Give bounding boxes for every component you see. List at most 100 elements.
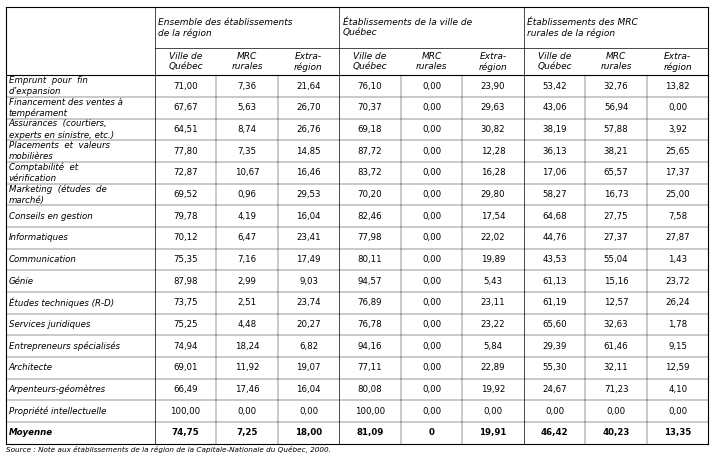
Text: 23,41: 23,41 [296,233,321,242]
Text: Source : Note aux établissements de la région de la Capitale-Nationale du Québec: Source : Note aux établissements de la r… [6,446,330,453]
Text: 18,24: 18,24 [235,342,259,351]
Text: 23,90: 23,90 [481,82,506,91]
Text: 70,12: 70,12 [173,233,198,242]
Text: 29,53: 29,53 [296,190,320,199]
Text: 100,00: 100,00 [355,407,385,416]
Text: 16,28: 16,28 [481,168,506,177]
Text: 5,84: 5,84 [483,342,503,351]
Text: 11,92: 11,92 [235,363,259,372]
Text: 12,57: 12,57 [604,298,629,307]
Text: 83,72: 83,72 [357,168,382,177]
Text: 36,13: 36,13 [543,147,567,156]
Text: 16,04: 16,04 [296,385,321,394]
Text: 77,80: 77,80 [173,147,198,156]
Text: 23,74: 23,74 [296,298,321,307]
Text: 12,59: 12,59 [666,363,690,372]
Text: 38,21: 38,21 [604,147,629,156]
Text: 5,63: 5,63 [237,103,256,112]
Text: 16,73: 16,73 [604,190,629,199]
Text: 5,43: 5,43 [483,276,503,286]
Text: 43,06: 43,06 [543,103,567,112]
Text: mobilières: mobilières [9,152,53,161]
Text: 0,00: 0,00 [545,407,564,416]
Text: 25,65: 25,65 [665,147,690,156]
Text: 17,49: 17,49 [296,255,320,264]
Text: Entrepreneurs spécialisés: Entrepreneurs spécialisés [9,341,120,351]
Text: Études techniques (R-D): Études techniques (R-D) [9,297,114,308]
Text: 74,94: 74,94 [173,342,198,351]
Text: 69,18: 69,18 [357,125,382,134]
Text: 27,87: 27,87 [665,233,690,242]
Text: Ensemble des établissements
de la région: Ensemble des établissements de la région [158,18,293,37]
Text: 71,00: 71,00 [173,82,198,91]
Text: 0,00: 0,00 [422,385,441,394]
Text: 32,11: 32,11 [604,363,629,372]
Text: 44,76: 44,76 [543,233,567,242]
Text: 25,00: 25,00 [665,190,690,199]
Text: 4,10: 4,10 [668,385,687,394]
Text: MRC
rurales: MRC rurales [416,52,447,71]
Text: Ville de
Québec: Ville de Québec [352,52,387,71]
Text: 72,87: 72,87 [173,168,198,177]
Text: 94,57: 94,57 [357,276,382,286]
Text: 9,03: 9,03 [299,276,318,286]
Text: 32,63: 32,63 [604,320,629,329]
Text: 55,30: 55,30 [543,363,567,372]
Text: Conseils en gestion: Conseils en gestion [9,212,93,220]
Text: 0,00: 0,00 [607,407,626,416]
Text: Génie: Génie [9,276,33,286]
Text: 0,00: 0,00 [422,298,441,307]
Text: 0,00: 0,00 [668,407,687,416]
Text: 0: 0 [429,428,434,437]
Text: 20,27: 20,27 [296,320,321,329]
Text: 71,23: 71,23 [604,385,629,394]
Text: Ville de
Québec: Ville de Québec [168,52,203,71]
Text: 12,28: 12,28 [481,147,506,156]
Text: marché): marché) [9,196,45,205]
Text: Assurances  (courtiers,: Assurances (courtiers, [9,119,108,128]
Text: 7,36: 7,36 [237,82,256,91]
Text: 1,43: 1,43 [668,255,687,264]
Text: 2,99: 2,99 [238,276,256,286]
Text: 75,25: 75,25 [173,320,198,329]
Text: 64,51: 64,51 [173,125,198,134]
Text: Comptabilité  et: Comptabilité et [9,163,78,172]
Text: 27,75: 27,75 [604,212,629,220]
Text: 81,09: 81,09 [357,428,384,437]
Text: 0,00: 0,00 [422,363,441,372]
Text: 17,54: 17,54 [481,212,506,220]
Text: 46,42: 46,42 [541,428,568,437]
Text: 6,47: 6,47 [237,233,256,242]
Text: 16,04: 16,04 [296,212,321,220]
Text: experts en sinistre, etc.): experts en sinistre, etc.) [9,130,114,140]
Text: 77,98: 77,98 [357,233,382,242]
Text: 7,16: 7,16 [237,255,256,264]
Text: 64,68: 64,68 [543,212,567,220]
Text: 70,37: 70,37 [357,103,382,112]
Text: Ville de
Québec: Ville de Québec [538,52,572,71]
Text: 61,46: 61,46 [604,342,629,351]
Text: MRC
rurales: MRC rurales [231,52,263,71]
Text: 0,00: 0,00 [422,125,441,134]
Text: 69,52: 69,52 [173,190,198,199]
Text: 75,35: 75,35 [173,255,198,264]
Text: 8,74: 8,74 [237,125,256,134]
Text: 53,42: 53,42 [543,82,567,91]
Text: 100,00: 100,00 [170,407,201,416]
Text: tempérament: tempérament [9,109,68,118]
Text: 0,00: 0,00 [422,147,441,156]
Text: 65,60: 65,60 [543,320,567,329]
Text: 0,00: 0,00 [237,407,256,416]
Text: 0,00: 0,00 [668,103,687,112]
Text: 22,02: 22,02 [481,233,506,242]
Text: 65,57: 65,57 [604,168,629,177]
Text: 79,78: 79,78 [173,212,198,220]
Text: 19,92: 19,92 [481,385,506,394]
Text: 23,22: 23,22 [481,320,506,329]
Text: 0,96: 0,96 [238,190,256,199]
Text: 0,00: 0,00 [422,407,441,416]
Text: 17,37: 17,37 [665,168,690,177]
Text: 21,64: 21,64 [296,82,321,91]
Text: Extra-
région: Extra- région [294,52,323,71]
Text: 26,70: 26,70 [296,103,321,112]
